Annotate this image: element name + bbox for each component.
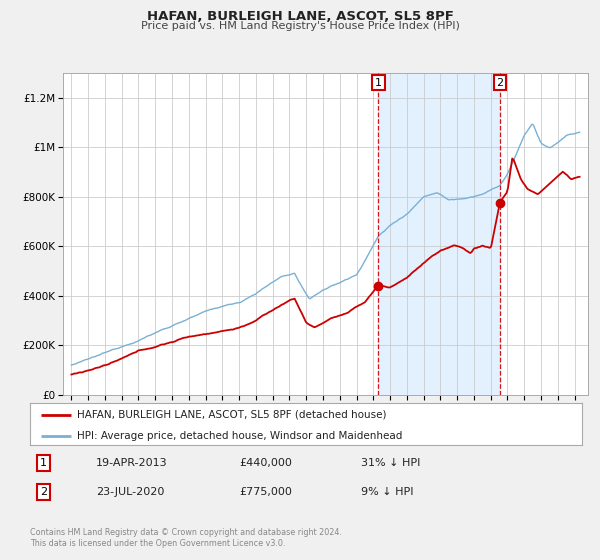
Bar	[379, 73, 500, 395]
Text: 1: 1	[375, 78, 382, 88]
Text: 19-APR-2013: 19-APR-2013	[96, 458, 168, 468]
Text: HPI: Average price, detached house, Windsor and Maidenhead: HPI: Average price, detached house, Wind…	[77, 431, 402, 441]
Text: 2: 2	[496, 78, 503, 88]
Text: 9% ↓ HPI: 9% ↓ HPI	[361, 487, 414, 497]
Text: HAFAN, BURLEIGH LANE, ASCOT, SL5 8PF (detached house): HAFAN, BURLEIGH LANE, ASCOT, SL5 8PF (de…	[77, 410, 386, 420]
Text: Price paid vs. HM Land Registry's House Price Index (HPI): Price paid vs. HM Land Registry's House …	[140, 21, 460, 31]
Text: HAFAN, BURLEIGH LANE, ASCOT, SL5 8PF: HAFAN, BURLEIGH LANE, ASCOT, SL5 8PF	[146, 10, 454, 22]
Text: 23-JUL-2020: 23-JUL-2020	[96, 487, 164, 497]
Text: 1: 1	[40, 458, 47, 468]
Text: 31% ↓ HPI: 31% ↓ HPI	[361, 458, 421, 468]
Text: £775,000: £775,000	[240, 487, 293, 497]
Text: £440,000: £440,000	[240, 458, 293, 468]
Text: 2: 2	[40, 487, 47, 497]
Text: Contains HM Land Registry data © Crown copyright and database right 2024.
This d: Contains HM Land Registry data © Crown c…	[30, 528, 342, 548]
